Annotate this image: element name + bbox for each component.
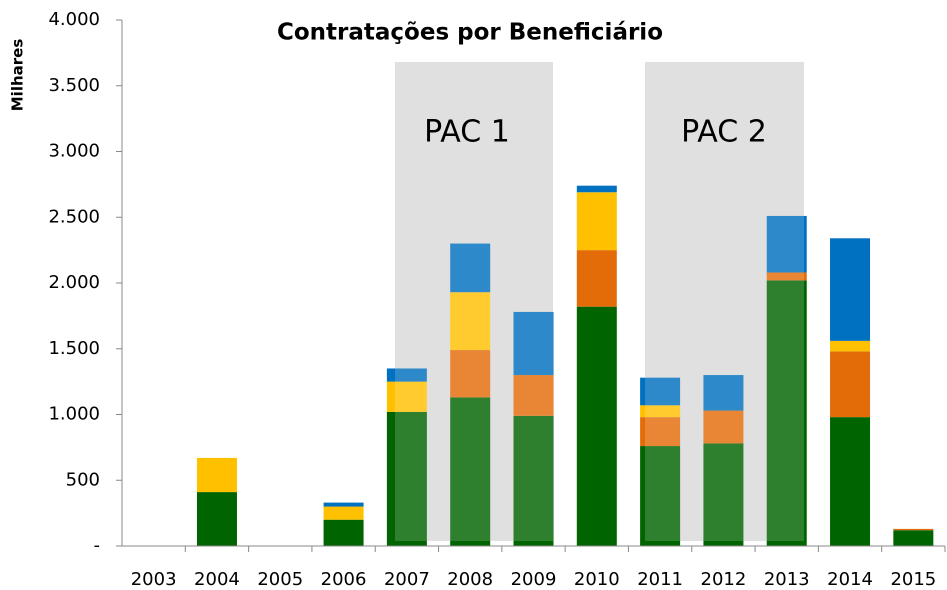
- bar-segment: [323, 519, 364, 546]
- bar-segment: [766, 272, 807, 281]
- bar-segment: [386, 368, 427, 382]
- bar-segment: [576, 192, 617, 251]
- x-tick-label: 2013: [764, 569, 810, 590]
- bar-segment: [386, 381, 427, 412]
- bar-segment: [830, 351, 871, 418]
- bar-segment: [766, 215, 807, 273]
- annotation: PAC 2: [681, 115, 767, 150]
- bar-segment: [576, 185, 617, 193]
- x-tick-label: 2015: [890, 569, 936, 590]
- y-tick-label: 3.500: [48, 75, 100, 96]
- y-tick-label: 2.500: [48, 206, 100, 227]
- y-tick-label: 2.000: [48, 272, 100, 293]
- x-tick-label: 2006: [321, 569, 367, 590]
- bar-segment: [766, 280, 807, 546]
- bar-segment: [196, 457, 237, 493]
- x-tick-label: 2009: [511, 569, 557, 590]
- bar-segment: [640, 377, 681, 406]
- bar-segment: [513, 311, 554, 376]
- x-tick-label: 2014: [827, 569, 873, 590]
- y-tick-label: 1.000: [48, 404, 100, 425]
- y-tick-label: 3.000: [48, 141, 100, 162]
- y-tick-label: 500: [66, 469, 100, 490]
- bar-segment: [893, 528, 934, 531]
- bar-segment: [450, 292, 491, 351]
- bar-segment: [893, 530, 934, 546]
- x-tick-label: 2003: [131, 569, 177, 590]
- chart-title: Contratações por Beneficiário: [277, 20, 663, 46]
- bar-segment: [576, 250, 617, 307]
- x-tick-label: 2005: [257, 569, 303, 590]
- bar-segment: [323, 506, 364, 520]
- bar-segment: [703, 375, 744, 411]
- bar-segment: [703, 443, 744, 546]
- pac-overlay: [645, 62, 804, 541]
- x-tick-label: 2012: [701, 569, 747, 590]
- bar-segment: [640, 446, 681, 546]
- bar-segment: [703, 410, 744, 444]
- annotation: PAC 1: [424, 115, 510, 150]
- x-tick-label: 2008: [447, 569, 493, 590]
- bar-segment: [640, 405, 681, 418]
- bar-segment: [830, 340, 871, 352]
- bar-segment: [513, 375, 554, 416]
- y-tick-label: -: [94, 535, 101, 556]
- x-tick-label: 2007: [384, 569, 430, 590]
- bar-segment: [830, 417, 871, 546]
- x-tick-label: 2011: [637, 569, 683, 590]
- bar-segment: [196, 492, 237, 546]
- y-tick-label: 4.000: [48, 9, 100, 30]
- y-tick-label: 1.500: [48, 338, 100, 359]
- bars: [196, 185, 934, 546]
- bar-segment: [450, 350, 491, 398]
- bar-segment: [450, 397, 491, 546]
- pac-overlay: [395, 62, 553, 541]
- x-tick-label: 2004: [194, 569, 240, 590]
- bar-segment: [513, 415, 554, 546]
- x-tick-label: 2010: [574, 569, 620, 590]
- y-axis-title: Milhares: [9, 39, 27, 112]
- bar-segment: [576, 306, 617, 546]
- bar-segment: [386, 411, 427, 546]
- bar-segment: [450, 243, 491, 293]
- bar-segment: [640, 417, 681, 447]
- bar-segment: [323, 502, 364, 507]
- bar-segment: [830, 238, 871, 341]
